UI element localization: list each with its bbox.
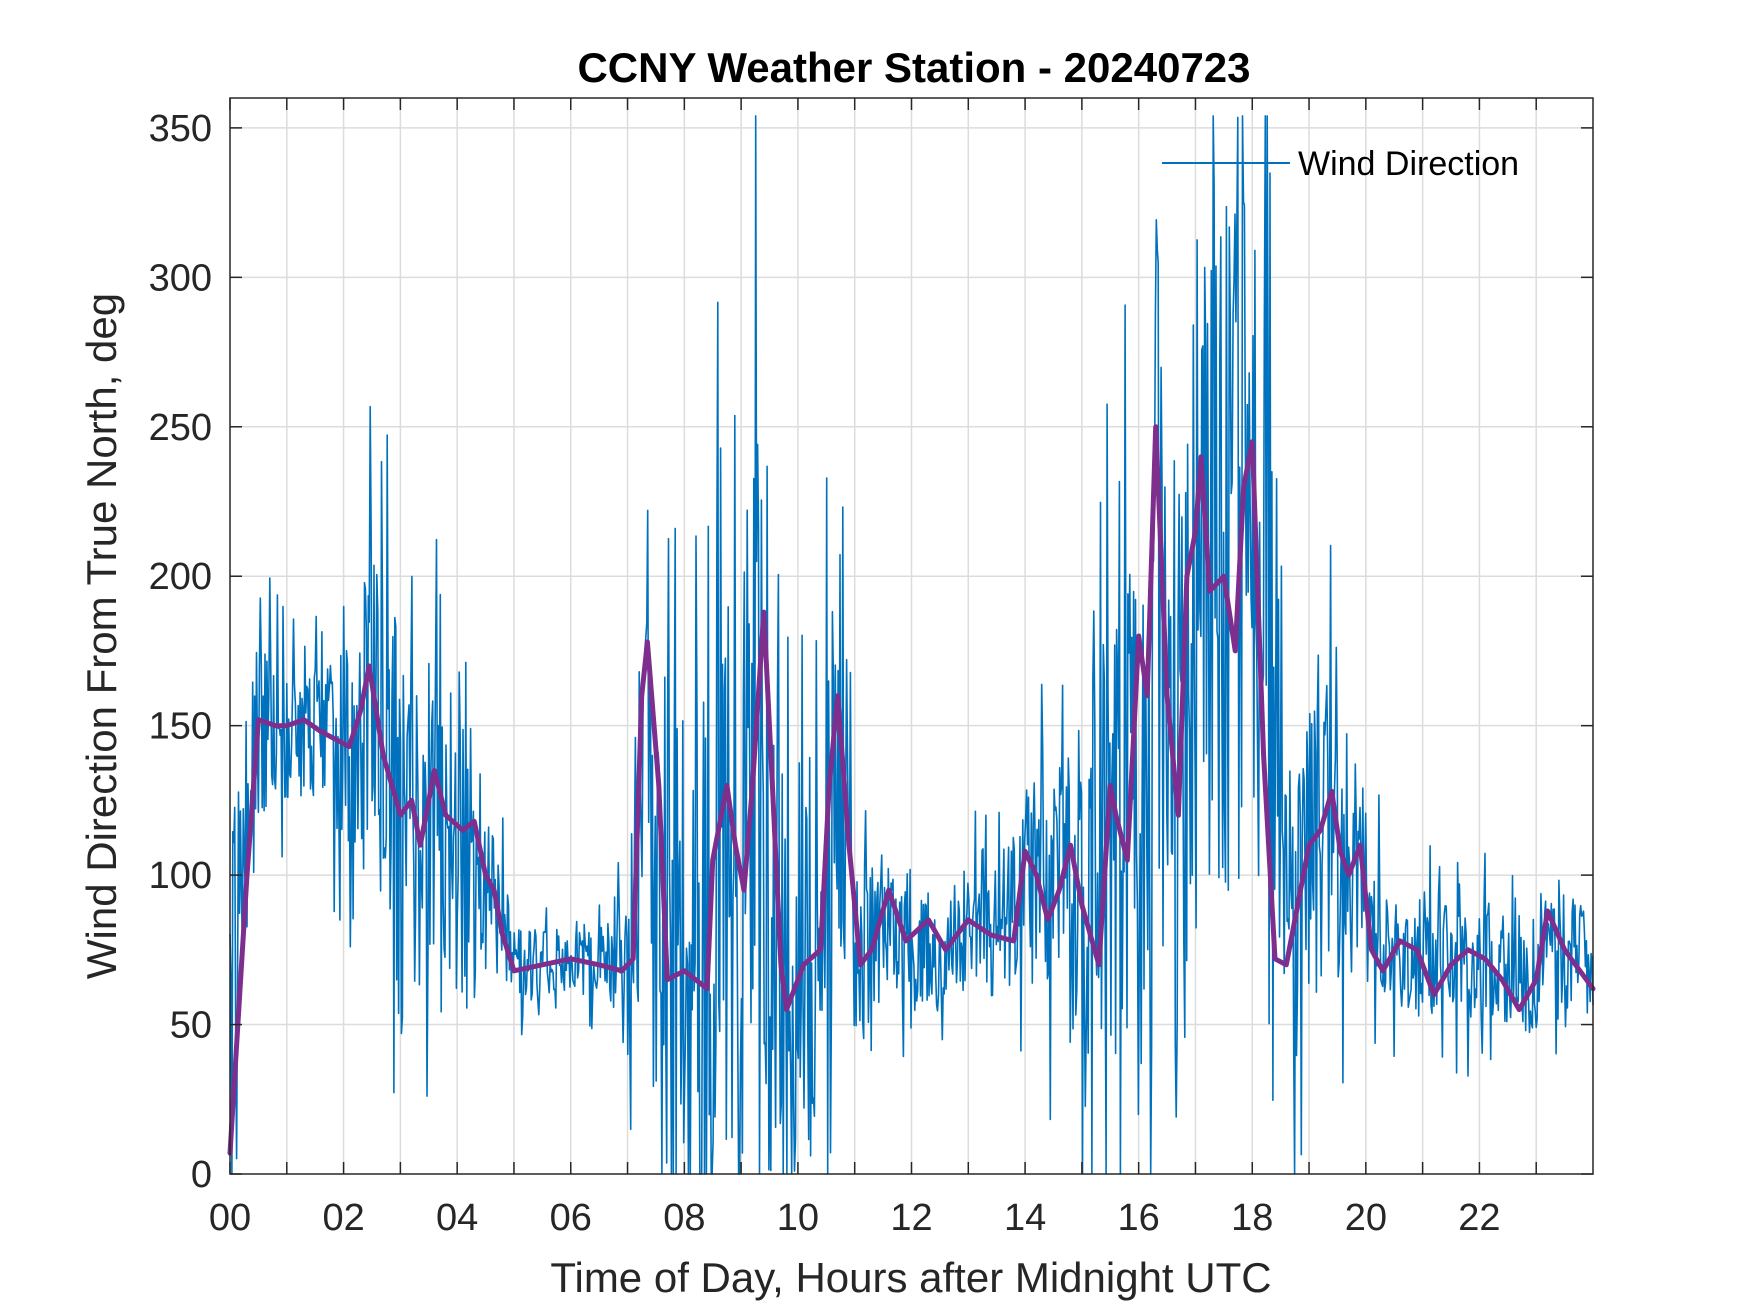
x-tick-label: 04 — [436, 1197, 478, 1239]
x-tick-label: 10 — [777, 1197, 819, 1239]
x-tick-label: 22 — [1458, 1197, 1500, 1239]
series-wind-direction-smoothed — [227, 424, 1596, 1156]
x-tick-label: 02 — [322, 1197, 364, 1239]
x-tick-label: 14 — [1004, 1197, 1046, 1239]
chart-title: CCNY Weather Station - 20240723 — [577, 44, 1250, 91]
grid-lines — [230, 98, 1593, 1174]
y-tick-label: 200 — [149, 556, 212, 598]
x-tick-label: 06 — [550, 1197, 592, 1239]
axis-ticks — [229, 98, 1593, 1175]
y-tick-labels: 0 50 100 150 200 250 300 350 — [149, 108, 212, 1196]
series-wind-direction-raw — [229, 115, 1594, 1175]
y-tick-label: 50 — [170, 1005, 212, 1047]
x-axis-label: Time of Day, Hours after Midnight UTC — [550, 1254, 1271, 1301]
x-tick-labels: 00 02 04 06 08 10 12 14 16 18 20 22 — [209, 1197, 1501, 1239]
y-axis-label: Wind Direction From True North, deg — [78, 293, 125, 979]
legend: Wind Direction — [1162, 145, 1519, 183]
x-tick-label: 00 — [209, 1197, 251, 1239]
legend-label-wind-direction: Wind Direction — [1298, 145, 1519, 183]
x-tick-label: 16 — [1118, 1197, 1160, 1239]
y-tick-label: 350 — [149, 108, 212, 150]
y-tick-label: 300 — [149, 257, 212, 299]
x-tick-label: 20 — [1345, 1197, 1387, 1239]
wind-direction-smoothed-line — [227, 424, 1596, 1156]
y-tick-label: 0 — [191, 1154, 212, 1196]
y-tick-label: 150 — [149, 706, 212, 748]
x-tick-label: 18 — [1231, 1197, 1273, 1239]
wind-direction-raw-line — [229, 115, 1594, 1175]
y-tick-label: 100 — [149, 855, 212, 897]
x-tick-label: 08 — [663, 1197, 705, 1239]
x-tick-label: 12 — [890, 1197, 932, 1239]
y-tick-label: 250 — [149, 407, 212, 449]
